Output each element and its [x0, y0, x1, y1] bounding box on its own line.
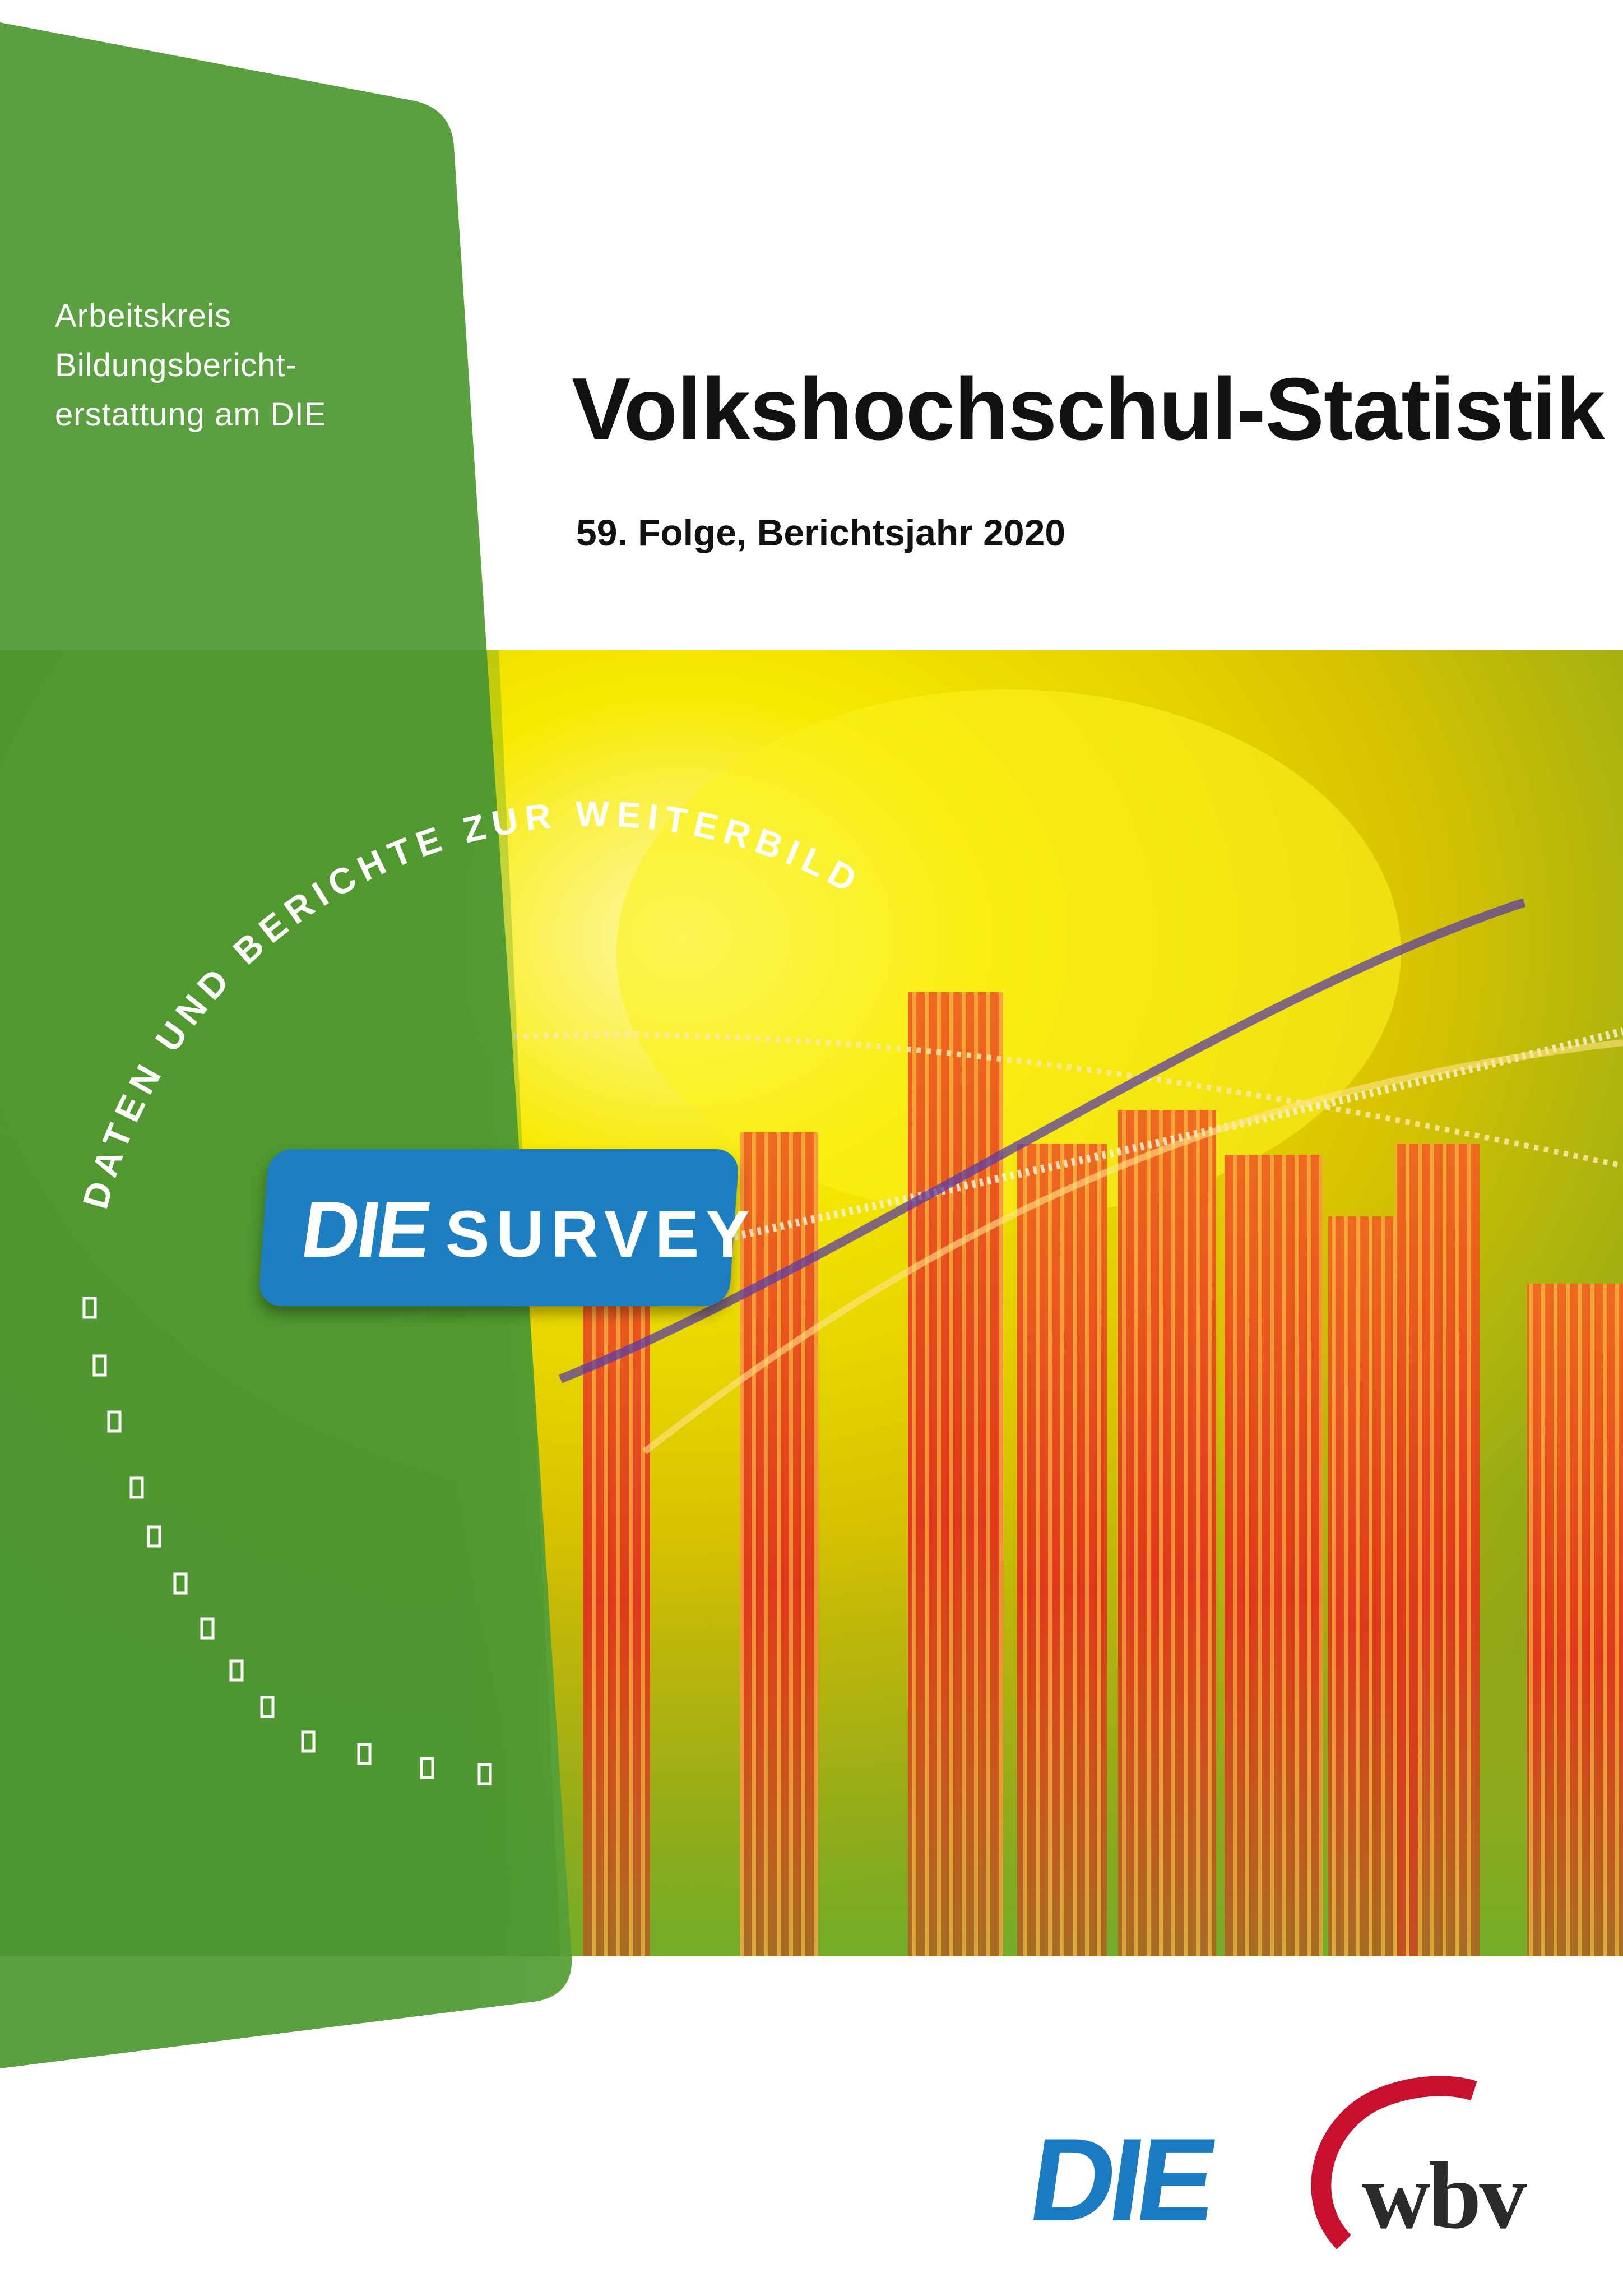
- report-title: Volkshochschul-Statistik: [572, 360, 1605, 459]
- artwork-bars: [583, 992, 1623, 1956]
- badge-die-wordmark: DIE: [296, 1185, 435, 1274]
- organization-line-1: Arbeitskreis: [55, 298, 231, 334]
- wbv-arc-icon: [1311, 2076, 1477, 2249]
- badge-survey-wordmark: SURVEY: [445, 1197, 757, 1271]
- wbv-logo: wbv: [1278, 2057, 1536, 2259]
- die-logo: DIE: [1022, 2114, 1220, 2246]
- die-survey-badge: DIE SURVEY: [258, 1149, 757, 1306]
- organization-label: Arbeitskreis Bildungsbericht- erstattung…: [55, 291, 402, 439]
- report-subtitle: 59. Folge, Berichtsjahr 2020: [576, 512, 1066, 553]
- organization-line-3: erstattung am DIE: [55, 396, 327, 433]
- wbv-wordmark: wbv: [1362, 2143, 1527, 2248]
- organization-line-2: Bildungsbericht-: [55, 347, 297, 383]
